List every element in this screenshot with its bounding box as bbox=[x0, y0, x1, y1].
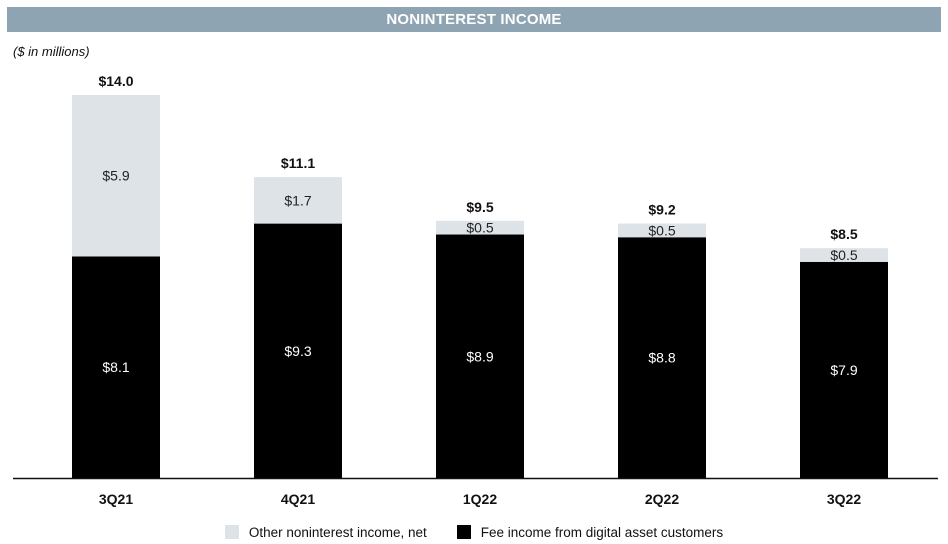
label-fee-3Q21: $8.1 bbox=[102, 359, 129, 375]
label-other-3Q22: $0.5 bbox=[830, 247, 857, 263]
bar-fee-1Q22 bbox=[436, 234, 524, 478]
bar-fee-2Q22 bbox=[618, 237, 706, 478]
bar-other-3Q21 bbox=[72, 95, 160, 257]
bar-other-4Q21 bbox=[254, 177, 342, 224]
label-other-1Q22: $0.5 bbox=[466, 220, 493, 236]
chart-title: NONINTEREST INCOME bbox=[386, 11, 562, 28]
legend-swatch-other bbox=[224, 525, 239, 539]
legend: Other noninterest income, net Fee income… bbox=[0, 522, 948, 542]
tick-label-2Q22: 2Q22 bbox=[645, 491, 679, 507]
label-total-2Q22: $9.2 bbox=[648, 202, 675, 218]
tick-label-3Q21: 3Q21 bbox=[99, 491, 133, 507]
bar-other-1Q22 bbox=[436, 220, 524, 235]
label-total-3Q21: $14.0 bbox=[98, 73, 133, 89]
legend-label-other: Other noninterest income, net bbox=[248, 524, 427, 540]
label-fee-2Q22: $8.8 bbox=[648, 350, 675, 366]
bar-fee-3Q22 bbox=[800, 261, 888, 478]
label-fee-3Q22: $7.9 bbox=[830, 362, 857, 378]
legend-item-fee: Fee income from digital asset customers bbox=[456, 524, 724, 540]
label-fee-4Q21: $9.3 bbox=[284, 343, 311, 359]
tick-label-3Q22: 3Q22 bbox=[827, 491, 861, 507]
label-total-1Q22: $9.5 bbox=[466, 199, 493, 215]
bar-other-3Q22 bbox=[800, 248, 888, 262]
bar-fee-3Q21 bbox=[72, 256, 160, 478]
units-note: ($ in millions) bbox=[13, 44, 90, 59]
bar-fee-4Q21 bbox=[254, 223, 342, 478]
tick-label-4Q21: 4Q21 bbox=[281, 491, 315, 507]
legend-swatch-fee bbox=[456, 525, 471, 539]
label-total-3Q22: $8.5 bbox=[830, 226, 857, 242]
label-total-4Q21: $11.1 bbox=[281, 155, 315, 171]
legend-item-other: Other noninterest income, net bbox=[224, 524, 427, 540]
stacked-bar-chart: $8.1 $5.9 $14.0 3Q21 $9.3 $1.7 $11.1 4Q21 $8.9 $0… bbox=[13, 73, 938, 507]
chart-title-banner: NONINTEREST INCOME bbox=[7, 7, 941, 32]
tick-label-1Q22: 1Q22 bbox=[463, 491, 497, 507]
bar-other-2Q22 bbox=[618, 223, 706, 238]
legend-label-fee: Fee income from digital asset customers bbox=[480, 524, 724, 540]
label-fee-1Q22: $8.9 bbox=[466, 348, 493, 364]
label-other-3Q21: $5.9 bbox=[102, 168, 129, 184]
label-other-2Q22: $0.5 bbox=[648, 222, 675, 238]
label-other-4Q21: $1.7 bbox=[284, 192, 311, 208]
